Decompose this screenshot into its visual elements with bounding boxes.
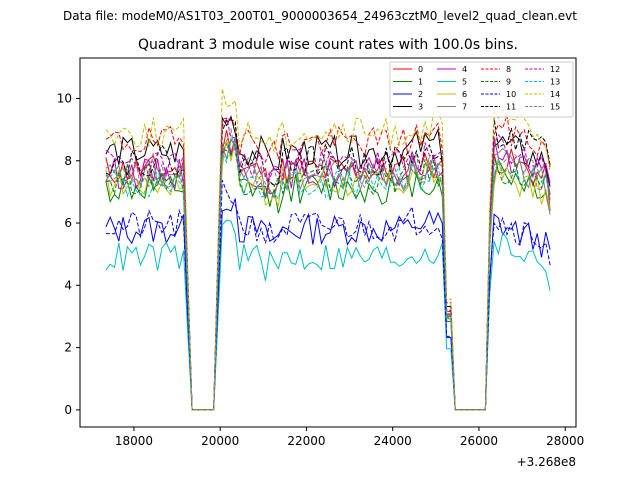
y-tick-label: 2: [64, 341, 72, 355]
series-line-3: [105, 115, 551, 411]
x-tick-label: 28000: [546, 434, 584, 448]
legend-label-9: 9: [506, 78, 511, 87]
legend-label-14: 14: [550, 90, 560, 99]
x-tick-label: 22000: [287, 434, 325, 448]
legend-label-11: 11: [506, 103, 516, 112]
series-line-9: [105, 139, 551, 411]
chart-title: Quadrant 3 module wise count rates with …: [138, 37, 518, 53]
legend-label-6: 6: [462, 90, 467, 99]
series-line-10: [105, 180, 551, 411]
legend-label-4: 4: [462, 65, 467, 74]
legend-label-0: 0: [418, 65, 423, 74]
x-tick-label: 20000: [201, 434, 239, 448]
y-tick-label: 8: [64, 154, 72, 168]
series-line-15: [105, 127, 551, 411]
chart-suptitle: Data file: modeM0/AS1T03_200T01_90000036…: [63, 9, 577, 23]
series-line-0: [105, 130, 551, 411]
legend-label-7: 7: [462, 103, 467, 112]
x-tick-label: 26000: [460, 434, 498, 448]
y-tick-label: 0: [64, 403, 72, 417]
plot-frame: [79, 57, 577, 428]
y-tick-label: 4: [64, 278, 72, 292]
legend-label-3: 3: [418, 103, 423, 112]
legend-label-1: 1: [418, 78, 423, 87]
legend-label-13: 13: [550, 78, 560, 87]
legend-label-2: 2: [418, 90, 423, 99]
series-line-2: [105, 198, 551, 411]
legend-box: [389, 61, 574, 118]
legend-label-8: 8: [506, 65, 511, 74]
x-axis: 18000 20000 22000 24000 26000 28000: [115, 427, 584, 448]
legend-label-5: 5: [462, 78, 467, 87]
legend-label-10: 10: [506, 90, 516, 99]
x-offset-label: +3.268e8: [517, 455, 576, 469]
series-line-8: [105, 115, 551, 411]
series-line-11: [105, 117, 551, 411]
x-tick-label: 18000: [115, 434, 153, 448]
legend-label-12: 12: [550, 65, 560, 74]
legend-label-15: 15: [550, 103, 560, 112]
series-line-5: [105, 219, 551, 411]
plot-lines: [105, 88, 551, 411]
y-tick-label: 6: [64, 216, 72, 230]
series-line-14: [105, 88, 551, 411]
x-tick-label: 24000: [374, 434, 412, 448]
y-axis: 0 2 4 6 8 10: [57, 91, 80, 417]
series-line-12: [105, 117, 551, 411]
y-tick-label: 10: [57, 91, 72, 105]
